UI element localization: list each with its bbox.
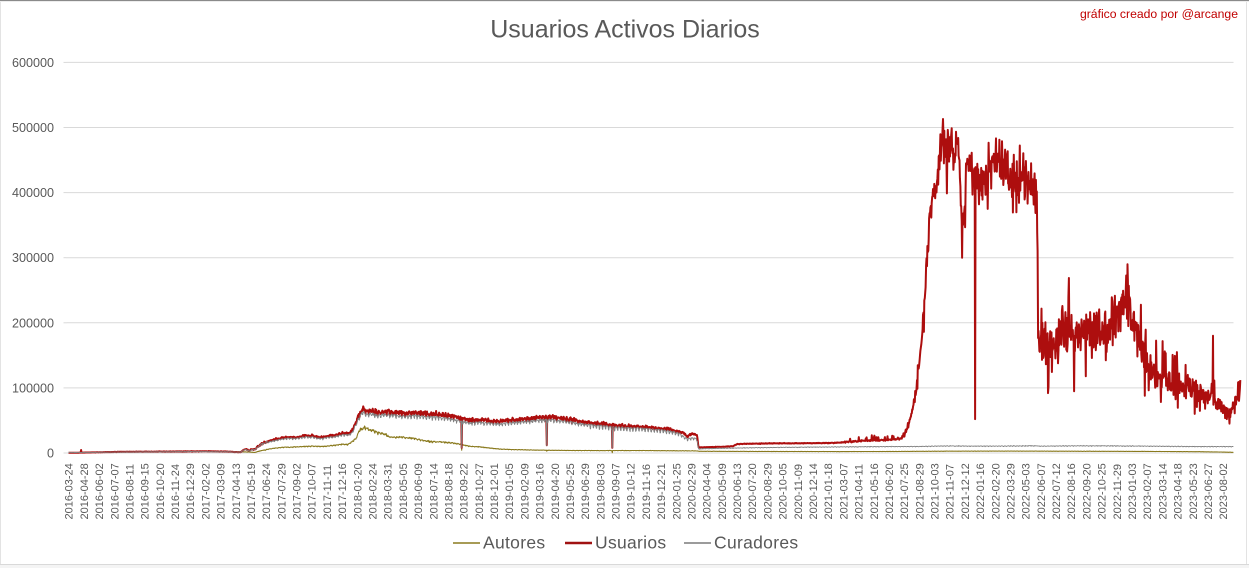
svg-text:2017-09-02: 2017-09-02 bbox=[292, 463, 304, 519]
svg-text:2018-01-20: 2018-01-20 bbox=[352, 463, 364, 519]
svg-text:2019-11-16: 2019-11-16 bbox=[641, 464, 653, 519]
svg-text:2021-03-07: 2021-03-07 bbox=[838, 463, 850, 519]
svg-text:2020-02-29: 2020-02-29 bbox=[687, 463, 699, 519]
svg-text:2022-06-07: 2022-06-07 bbox=[1036, 463, 1048, 519]
svg-text:2019-12-21: 2019-12-21 bbox=[656, 463, 668, 519]
svg-text:2022-07-12: 2022-07-12 bbox=[1051, 463, 1063, 519]
svg-text:2018-09-22: 2018-09-22 bbox=[459, 463, 471, 519]
svg-text:2021-12-12: 2021-12-12 bbox=[960, 463, 972, 519]
svg-text:2021-11-07: 2021-11-07 bbox=[945, 464, 957, 519]
svg-text:600000: 600000 bbox=[12, 56, 54, 70]
svg-text:2017-10-07: 2017-10-07 bbox=[307, 463, 319, 519]
svg-text:2023-04-18: 2023-04-18 bbox=[1173, 463, 1185, 519]
svg-text:Usuarios Activos Diarios: Usuarios Activos Diarios bbox=[490, 16, 760, 44]
svg-text:2020-10-05: 2020-10-05 bbox=[778, 463, 790, 519]
svg-text:2021-06-20: 2021-06-20 bbox=[884, 463, 896, 519]
svg-text:2017-12-16: 2017-12-16 bbox=[337, 463, 349, 519]
svg-text:2022-02-20: 2022-02-20 bbox=[990, 463, 1002, 519]
svg-text:2019-08-03: 2019-08-03 bbox=[595, 463, 607, 519]
svg-text:200000: 200000 bbox=[12, 316, 54, 330]
svg-text:2023-08-02: 2023-08-02 bbox=[1218, 463, 1230, 519]
svg-text:2019-10-12: 2019-10-12 bbox=[626, 463, 638, 519]
svg-text:2019-02-09: 2019-02-09 bbox=[519, 463, 531, 519]
svg-text:2016-10-20: 2016-10-20 bbox=[155, 463, 167, 519]
svg-text:2021-10-03: 2021-10-03 bbox=[930, 463, 942, 519]
svg-text:2019-09-07: 2019-09-07 bbox=[611, 463, 623, 519]
svg-text:2017-05-19: 2017-05-19 bbox=[246, 463, 258, 519]
svg-text:2019-03-16: 2019-03-16 bbox=[535, 463, 547, 519]
svg-text:2021-01-18: 2021-01-18 bbox=[823, 463, 835, 519]
svg-text:2016-03-24: 2016-03-24 bbox=[64, 463, 76, 519]
svg-text:2018-03-31: 2018-03-31 bbox=[383, 463, 395, 519]
svg-text:2020-01-25: 2020-01-25 bbox=[671, 463, 683, 519]
svg-text:2016-04-28: 2016-04-28 bbox=[79, 463, 91, 519]
svg-text:2020-12-14: 2020-12-14 bbox=[808, 463, 820, 519]
svg-text:2017-07-29: 2017-07-29 bbox=[276, 463, 288, 519]
svg-text:2022-05-03: 2022-05-03 bbox=[1021, 463, 1033, 519]
svg-text:2016-06-02: 2016-06-02 bbox=[94, 463, 106, 519]
svg-text:2018-10-27: 2018-10-27 bbox=[474, 463, 486, 519]
svg-text:2022-09-20: 2022-09-20 bbox=[1081, 463, 1093, 519]
svg-text:2020-07-20: 2020-07-20 bbox=[747, 463, 759, 519]
svg-text:2022-10-25: 2022-10-25 bbox=[1097, 463, 1109, 519]
svg-text:2021-07-25: 2021-07-25 bbox=[899, 463, 911, 519]
svg-text:2020-05-09: 2020-05-09 bbox=[717, 463, 729, 519]
svg-text:0: 0 bbox=[47, 447, 54, 461]
svg-text:2017-02-02: 2017-02-02 bbox=[200, 463, 212, 519]
svg-text:2022-11-29: 2022-11-29 bbox=[1112, 464, 1124, 519]
svg-text:2017-04-13: 2017-04-13 bbox=[231, 463, 243, 519]
svg-text:2016-07-07: 2016-07-07 bbox=[109, 463, 121, 519]
svg-text:100000: 100000 bbox=[12, 381, 54, 395]
svg-text:2022-03-29: 2022-03-29 bbox=[1006, 463, 1018, 519]
svg-text:2017-11-11: 2017-11-11 bbox=[322, 465, 334, 520]
svg-text:2021-05-16: 2021-05-16 bbox=[869, 463, 881, 519]
svg-text:2016-12-29: 2016-12-29 bbox=[185, 463, 197, 519]
svg-text:2016-09-15: 2016-09-15 bbox=[140, 463, 152, 519]
svg-text:Autores: Autores bbox=[483, 533, 545, 553]
svg-text:Usuarios: Usuarios bbox=[595, 533, 666, 553]
svg-text:2016-08-11: 2016-08-11 bbox=[125, 464, 137, 519]
svg-text:2018-08-18: 2018-08-18 bbox=[443, 463, 455, 519]
svg-text:2018-12-01: 2018-12-01 bbox=[489, 463, 501, 519]
svg-text:2019-01-05: 2019-01-05 bbox=[504, 463, 516, 519]
svg-text:2018-06-09: 2018-06-09 bbox=[413, 463, 425, 519]
svg-text:300000: 300000 bbox=[12, 251, 54, 265]
svg-text:2022-08-16: 2022-08-16 bbox=[1066, 463, 1078, 519]
svg-text:400000: 400000 bbox=[12, 186, 54, 200]
svg-text:2023-02-07: 2023-02-07 bbox=[1142, 463, 1154, 519]
svg-text:2018-05-05: 2018-05-05 bbox=[398, 463, 410, 519]
svg-text:2023-05-23: 2023-05-23 bbox=[1188, 463, 1200, 519]
svg-text:2020-11-09: 2020-11-09 bbox=[793, 464, 805, 519]
svg-text:2021-04-11: 2021-04-11 bbox=[854, 464, 866, 519]
svg-text:2023-01-03: 2023-01-03 bbox=[1127, 463, 1139, 519]
svg-text:2023-06-27: 2023-06-27 bbox=[1203, 463, 1215, 519]
svg-text:2020-06-13: 2020-06-13 bbox=[732, 463, 744, 519]
svg-text:Curadores: Curadores bbox=[714, 533, 798, 553]
svg-text:500000: 500000 bbox=[12, 121, 54, 135]
svg-text:gráfico creado por @arcange: gráfico creado por @arcange bbox=[1080, 7, 1238, 21]
svg-text:2019-04-20: 2019-04-20 bbox=[550, 463, 562, 519]
svg-text:2020-04-04: 2020-04-04 bbox=[702, 463, 714, 519]
svg-text:2018-02-24: 2018-02-24 bbox=[368, 463, 380, 519]
svg-text:2021-08-29: 2021-08-29 bbox=[914, 463, 926, 519]
svg-text:2023-03-14: 2023-03-14 bbox=[1157, 463, 1169, 519]
svg-text:2020-08-29: 2020-08-29 bbox=[762, 463, 774, 519]
svg-text:2017-06-24: 2017-06-24 bbox=[261, 463, 273, 519]
svg-text:2019-06-29: 2019-06-29 bbox=[580, 463, 592, 519]
svg-text:2018-07-14: 2018-07-14 bbox=[428, 463, 440, 519]
svg-text:2022-01-16: 2022-01-16 bbox=[975, 463, 987, 519]
svg-text:2019-05-25: 2019-05-25 bbox=[565, 463, 577, 519]
svg-text:2017-03-09: 2017-03-09 bbox=[216, 463, 228, 519]
svg-text:2016-11-24: 2016-11-24 bbox=[170, 464, 182, 519]
